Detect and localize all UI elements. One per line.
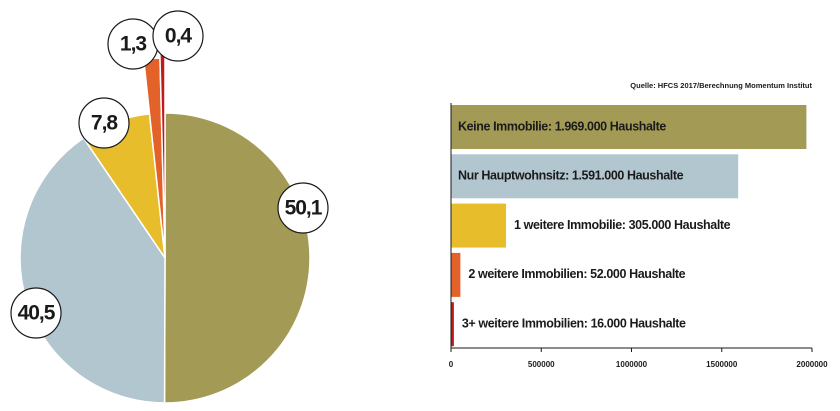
slice-label: 0,4: [165, 25, 193, 48]
bar-label: 2 weitere Immobilien: 52.000 Haushalte: [468, 267, 685, 281]
slice-label: 40,5: [18, 302, 56, 325]
bar-label: Nur Hauptwohnsitz: 1.591.000 Haushalte: [458, 169, 684, 183]
slice-label: 1,3: [120, 33, 147, 56]
x-tick-label: 1500000: [706, 360, 738, 369]
label-bubble: [78, 97, 130, 149]
pie-slice: [163, 112, 311, 404]
bar: [451, 154, 739, 199]
label-bubble: [10, 287, 62, 339]
bar-label: 3+ weitere Immobilien: 16.000 Haushalte: [462, 316, 686, 330]
bar: [451, 105, 807, 149]
x-tick-label: 1000000: [616, 360, 648, 369]
source-note: Quelle: HFCS 2017/Berechnung Momentum In…: [630, 81, 812, 90]
bar: [451, 252, 461, 297]
x-tick-label: 2000000: [796, 360, 828, 369]
slice-label: 50,1: [285, 197, 323, 220]
label-bubble: [152, 10, 204, 62]
x-tick-label: 500000: [528, 360, 555, 369]
bar: [451, 203, 507, 248]
bar: [451, 302, 454, 347]
slice-label: 7,8: [91, 112, 119, 135]
x-tick-label: 0: [449, 360, 454, 369]
label-bubble: [277, 182, 329, 234]
bar-label: Keine Immobilie: 1.969.000 Haushalte: [458, 119, 666, 133]
bar-label: 1 weitere Immobilie: 305.000 Haushalte: [514, 218, 731, 232]
